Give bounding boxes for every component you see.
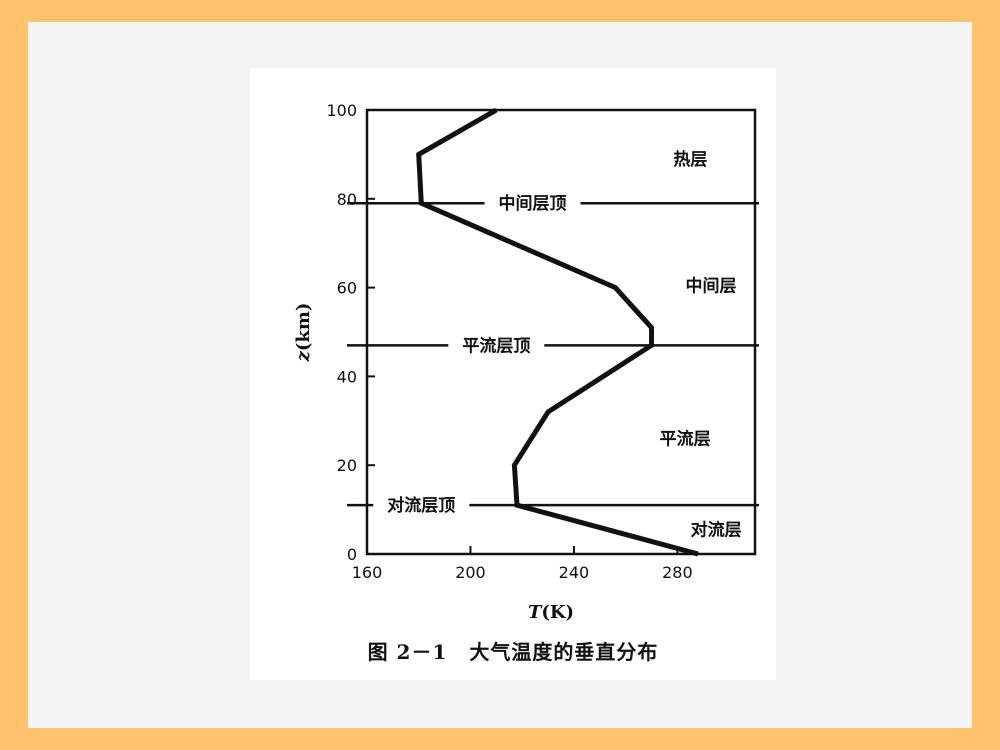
temperature-curve xyxy=(416,107,699,557)
slide-background: 对流层顶 平流层顶 中间层顶 0 20 40 60 80 100 160 200 240 280 对流… xyxy=(28,22,972,728)
temperature-profile-chart: 对流层顶 平流层顶 中间层顶 0 20 40 60 80 100 160 200 240 280 对流… xyxy=(293,101,759,623)
y-tick-label: 80 xyxy=(337,190,357,209)
caption-number: 图 2－1 xyxy=(367,640,448,664)
x-tick-label: 200 xyxy=(455,563,486,582)
layer-label: 平流层 xyxy=(660,429,711,450)
y-tick-label: 20 xyxy=(337,456,357,475)
boundary-label: 平流层顶 xyxy=(462,335,530,356)
x-axis-label: T(K) xyxy=(528,602,574,623)
y-tick-label: 100 xyxy=(326,101,357,120)
x-tick-label: 280 xyxy=(662,563,693,582)
layer-label: 热层 xyxy=(673,149,707,170)
x-tick-label: 240 xyxy=(559,563,590,582)
layer-label: 中间层 xyxy=(686,275,737,296)
figure-caption: 图 2－1 大气温度的垂直分布 xyxy=(250,636,776,665)
caption-text: 大气温度的垂直分布 xyxy=(469,640,659,664)
figure-panel: 对流层顶 平流层顶 中间层顶 0 20 40 60 80 100 160 200 240 280 对流… xyxy=(250,68,776,680)
y-axis-label: z(km) xyxy=(293,303,314,363)
layer-label: 对流层 xyxy=(691,520,742,541)
boundary-label: 中间层顶 xyxy=(499,193,567,214)
x-tick-label: 160 xyxy=(352,563,383,582)
plot-frame xyxy=(365,108,757,556)
y-tick-label: 40 xyxy=(337,367,357,386)
y-tick-label: 60 xyxy=(337,279,357,298)
boundary-label: 对流层顶 xyxy=(387,495,455,516)
y-tick-label: 0 xyxy=(347,545,357,564)
